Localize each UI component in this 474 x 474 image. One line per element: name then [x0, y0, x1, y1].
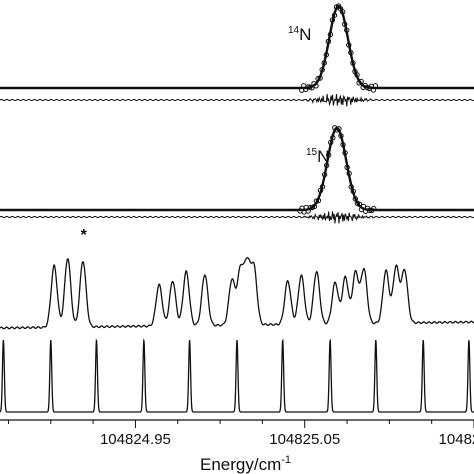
isotope-mass-15: 15 [306, 147, 318, 158]
data-point [346, 42, 352, 48]
isotope-mass-14: 14 [288, 25, 300, 36]
isotope-symbol-15n: N [317, 147, 329, 166]
data-point [319, 184, 326, 190]
data-point [342, 21, 348, 27]
x-tick-label: 104825.15 [439, 431, 474, 448]
data-point [338, 133, 344, 139]
data-point [356, 201, 363, 207]
data-point [321, 171, 328, 178]
isotope-symbol-14n: N [299, 25, 311, 44]
marked-peak-asterisk: * [81, 227, 88, 244]
data-point [346, 170, 352, 177]
data-point [315, 197, 322, 204]
x-tick-label: 104825.05 [269, 431, 340, 448]
data-point [325, 152, 332, 158]
x-axis-title-superscript: -1 [281, 454, 291, 466]
fit-curve-14n [0, 4, 474, 90]
isotope-label-15n: 15N [306, 147, 329, 166]
data-point [336, 126, 342, 132]
data-point [330, 134, 336, 141]
reference-spectrum-trace [0, 257, 474, 330]
etalon-fringe-trace [0, 338, 474, 413]
residual-trace-14n [0, 93, 474, 107]
data-point [354, 72, 360, 78]
residual-trace-15n [0, 211, 474, 224]
spectra-panels [0, 3, 474, 413]
data-point [328, 139, 334, 146]
x-axis-title: Energy/cm-1 [200, 454, 291, 474]
data-point [358, 78, 364, 85]
data-point [311, 203, 318, 210]
data-point [309, 85, 315, 91]
fit-curve-15n [0, 126, 474, 212]
data-point [323, 162, 330, 169]
data-points-14n [299, 3, 379, 93]
data-point [313, 83, 319, 89]
data-point [350, 60, 356, 66]
data-point [323, 52, 329, 58]
x-axis-title-text: Energy/cm [200, 455, 281, 474]
data-point [325, 38, 332, 45]
data-point [348, 184, 354, 190]
data-point [321, 60, 327, 66]
x-axis: 104824.95 104825.05 104825.15 [0, 419, 474, 448]
data-point [344, 27, 350, 33]
data-point [329, 17, 336, 23]
data-point [370, 87, 377, 93]
data-point [344, 164, 350, 170]
data-point [339, 9, 346, 15]
data-point [350, 188, 356, 195]
data-points-15n [297, 125, 377, 215]
data-point [317, 75, 323, 81]
data-point [348, 49, 354, 56]
data-point [372, 83, 379, 89]
data-point [340, 142, 346, 148]
data-point [331, 12, 338, 18]
isotope-label-14n: 14N [288, 25, 311, 44]
data-point [352, 196, 359, 202]
x-tick-label: 104824.95 [100, 431, 171, 448]
data-point [342, 150, 348, 156]
data-point [371, 205, 377, 212]
data-point [327, 31, 334, 38]
data-point [319, 67, 325, 73]
